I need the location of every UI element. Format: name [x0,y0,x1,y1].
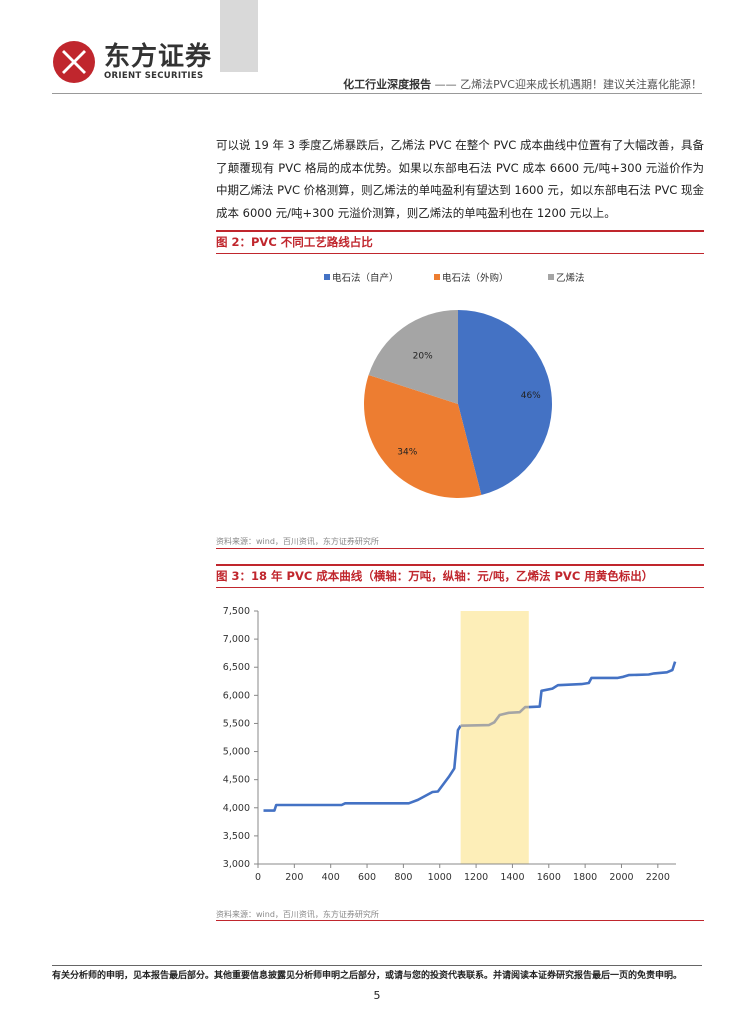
figure-3-rule-bottom [216,920,704,921]
cost-curve-chart: 3,000 3,500 4,000 4,500 5,000 5,500 6,000 6,500… [223,606,677,883]
x-tick-label: 800 [394,872,412,883]
y-tick-label: 4,500 [223,775,250,786]
report-subtitle: —— 乙烯法PVC迎来成长机遇期！建议关注嘉化能源！ [434,78,702,91]
pie-slice [364,374,482,498]
pie-chart: 电石法（自产） 电石法（外购） 乙烯法 46% 34% 20% [324,272,585,498]
y-tick-label: 3,000 [223,859,250,870]
figure-2-title: 图 2：PVC 不同工艺路线占比 [216,235,373,249]
legend-label: 电石法（自产） [332,272,399,284]
logo-name-en: ORIENT SECURITIES [104,70,204,81]
pie-data-label: 34% [397,448,417,458]
pie-legend-item: 电石法（外购） [434,272,509,284]
y-tick-label: 7,500 [223,606,250,617]
figure-2-rule-mid [216,253,704,254]
figure-3-rule-mid [216,587,704,588]
cost-curve-line [528,661,677,709]
legend-label: 乙烯法 [556,272,585,284]
figure-2-source: 资料来源：wind，百川资讯，东方证券研究所 [216,537,379,546]
legend-swatch [434,274,440,280]
pie-data-label: 20% [413,351,433,361]
figure-2-rule-bottom [216,548,704,549]
report-header-title: 化工行业深度报告 —— 乙烯法PVC迎来成长机遇期！建议关注嘉化能源！ [343,76,702,92]
x-tick-label: 1400 [500,872,524,883]
legend-swatch [548,274,554,280]
pie-slice [368,310,458,404]
x-tick-label: 2200 [646,872,670,883]
x-tick-label: 0 [255,872,261,883]
report-type: 化工行业深度报告 [343,78,432,91]
figure-3-title: 图 3：18 年 PVC 成本曲线（横轴：万吨，纵轴：元/吨，乙烯法 PVC 用… [216,569,654,583]
header-divider [52,93,702,94]
x-tick-label: 1200 [464,872,488,883]
x-tick-label: 400 [322,872,340,883]
x-tick-label: 1000 [428,872,452,883]
page-number: 5 [373,989,381,1002]
x-tick-label: 1600 [537,872,561,883]
pie-legend-item: 乙烯法 [548,272,585,284]
figure-3-source: 资料来源：wind，百川资讯，东方证券研究所 [216,910,379,919]
y-tick-label: 3,500 [223,831,250,842]
cost-curve-line [460,705,529,727]
x-tick-label: 200 [285,872,303,883]
pie-data-label: 46% [521,391,541,401]
figure-3-rule-top [216,564,704,566]
y-tick-label: 6,000 [223,690,250,701]
pie-legend-item: 电石法（自产） [324,272,399,284]
ethylene-highlight-band [460,611,529,864]
x-tick-label: 1800 [573,872,597,883]
footer-divider [52,965,702,966]
logo-mark-icon [52,40,96,84]
y-tick-label: 6,500 [223,662,250,673]
footer-disclaimer: 有关分析师的申明，见本报告最后部分。其他重要信息披露见分析师申明之后部分，或请与… [52,971,683,981]
company-logo: 东方证券 ORIENT SECURITIES [52,40,212,84]
legend-label: 电石法（外购） [442,272,509,284]
body-paragraph: 可以说 19 年 3 季度乙烯暴跌后，乙烯法 PVC 在整个 PVC 成本曲线中… [216,138,704,220]
y-tick-label: 5,000 [223,747,250,758]
cost-curve-line [263,725,462,812]
x-tick-label: 600 [358,872,376,883]
x-tick-label: 2000 [609,872,633,883]
y-tick-label: 4,000 [223,803,250,814]
figure-2-rule-top [216,230,704,232]
header-decor-bar [220,0,258,72]
logo-name-cn: 东方证券 [104,41,213,72]
pie-slice [458,310,552,496]
y-tick-label: 5,500 [223,718,250,729]
y-tick-label: 7,000 [223,634,250,645]
legend-swatch [324,274,330,280]
